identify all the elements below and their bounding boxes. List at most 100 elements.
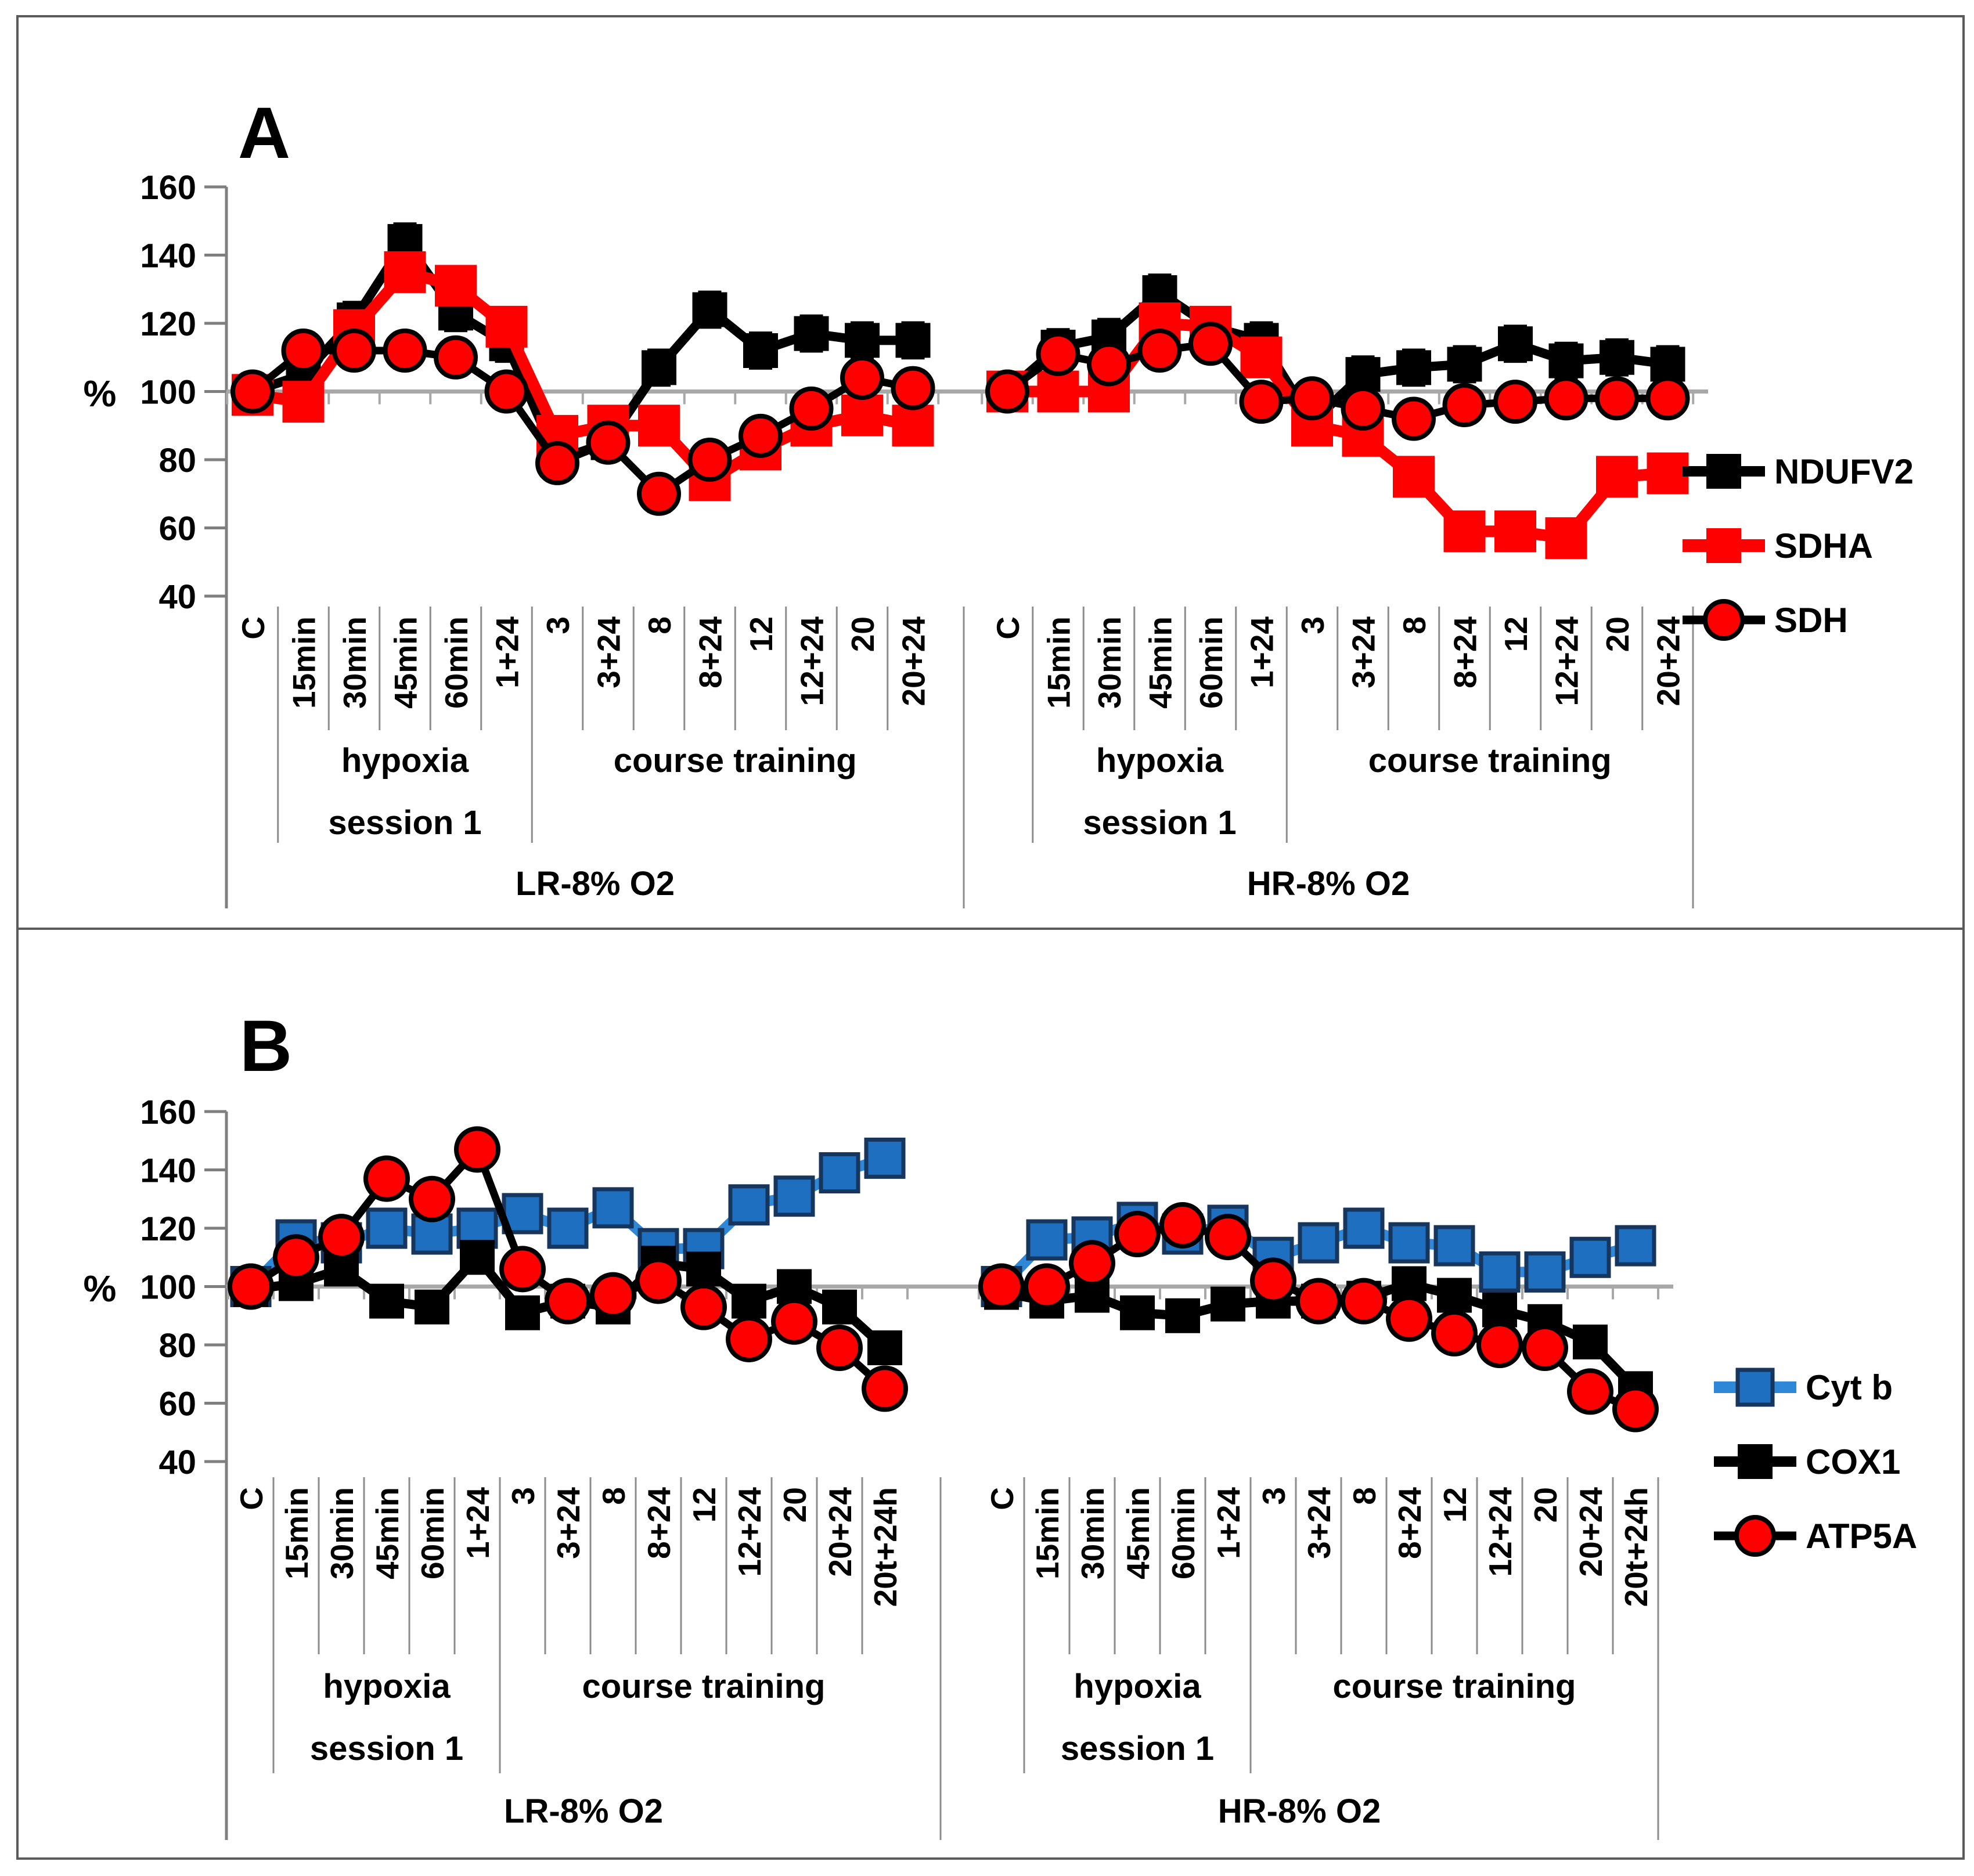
data-point-marker <box>1545 517 1587 560</box>
legend-item-sdh: SDH <box>1683 599 1848 641</box>
data-point-marker <box>1612 1386 1659 1433</box>
x-category-label: 1+24 <box>1211 1487 1247 1559</box>
data-point-marker <box>840 356 884 400</box>
data-point-marker <box>1290 376 1334 421</box>
x-category-label: 8+24 <box>693 616 729 688</box>
data-point-marker <box>1137 329 1182 373</box>
data-point-marker <box>1239 380 1284 424</box>
x-category-label: 12+24 <box>794 616 830 706</box>
x-category-label: 20+24 <box>1573 1487 1609 1577</box>
x-category-label: 20 <box>845 616 881 652</box>
x-category-label: 12+24 <box>1482 1487 1518 1577</box>
data-point-marker <box>1159 1202 1206 1249</box>
data-point-marker <box>505 1295 540 1330</box>
x-category-label: 20+24 <box>1651 616 1687 706</box>
group-hr <box>978 1202 1659 1433</box>
x-category-label: 60min <box>1165 1487 1201 1579</box>
x-category-label: 12 <box>1498 616 1534 652</box>
group-name-label: HR-8% O2 <box>1218 1792 1381 1830</box>
data-point-marker <box>1600 340 1634 375</box>
group-lr <box>230 222 935 516</box>
x-category-label: 45min <box>1120 1487 1156 1579</box>
x-category-label: 3+24 <box>591 616 627 688</box>
group-name-label: LR-8% O2 <box>504 1792 663 1830</box>
data-point-marker <box>1188 322 1233 366</box>
x-category-label: 3+24 <box>1301 1487 1337 1559</box>
y-tick-label: 160 <box>140 1094 196 1131</box>
data-point-marker <box>1343 1207 1385 1249</box>
error-bars-sdha <box>241 253 925 500</box>
data-point-marker <box>1024 1263 1070 1310</box>
x-category-label: 12+24 <box>732 1487 768 1577</box>
data-point-marker <box>1447 347 1482 382</box>
data-point-marker <box>841 394 883 436</box>
legend-marker <box>1734 1515 1776 1557</box>
y-axis-title: % <box>84 1268 117 1309</box>
data-point-marker <box>726 1315 772 1362</box>
x-category-label: 30min <box>337 616 373 709</box>
data-point-marker <box>1036 331 1080 376</box>
series-sdh <box>985 322 1690 441</box>
data-point-marker <box>739 413 783 458</box>
data-point-marker <box>1650 347 1685 382</box>
data-point-marker <box>687 438 732 482</box>
legend-item-cox1: COX1 <box>1714 1442 1900 1481</box>
legend-marker <box>1703 599 1745 641</box>
data-point-marker <box>1393 456 1435 498</box>
x-category-label: C <box>984 1487 1020 1510</box>
data-point-marker <box>454 1126 500 1173</box>
data-point-marker <box>686 1251 721 1287</box>
data-point-marker <box>1524 1251 1566 1293</box>
y-tick-label: 60 <box>159 510 196 548</box>
data-point-marker <box>819 1152 860 1194</box>
x-category-label: 20+24 <box>896 616 932 706</box>
data-point-marker <box>1392 1266 1427 1301</box>
data-point-marker <box>1341 386 1385 431</box>
legend-marker <box>1706 528 1741 563</box>
data-point-marker <box>1433 1225 1475 1267</box>
y-tick-label: 140 <box>140 1152 196 1190</box>
data-point-marker <box>273 1234 319 1281</box>
x-category-label: 8+24 <box>1447 616 1483 688</box>
x-category-label: 3+24 <box>1346 616 1382 688</box>
x-category-label: 20 <box>1528 1487 1564 1523</box>
phase-label: hypoxia <box>341 742 469 780</box>
data-point-marker <box>1493 380 1537 424</box>
series-sdh <box>230 329 935 516</box>
data-point-marker <box>1645 376 1690 421</box>
data-point-marker <box>773 1175 815 1217</box>
data-point-marker <box>1437 1278 1472 1313</box>
data-point-marker <box>789 386 834 431</box>
legend-marker <box>1706 454 1741 489</box>
data-point-marker <box>864 1137 906 1179</box>
y-tick-label: 140 <box>140 237 196 275</box>
phase-label: course training <box>1333 1668 1576 1705</box>
data-point-marker <box>680 1283 727 1330</box>
data-point-marker <box>1341 1278 1387 1325</box>
x-category-label: 15min <box>286 616 322 709</box>
x-category-label: 1+24 <box>1244 616 1280 688</box>
x-category-label: C <box>990 616 1026 640</box>
x-category-label: 45min <box>1143 616 1179 709</box>
panel-a: A 160 140 120 100 80 60 40% C 15min 30min 45min 60mi… <box>16 15 1965 930</box>
data-point-marker <box>978 1263 1025 1310</box>
data-point-marker <box>891 366 935 410</box>
group-lr <box>228 1126 908 1412</box>
data-point-marker <box>383 329 427 373</box>
data-point-marker <box>1211 1286 1245 1322</box>
data-point-marker <box>1026 1219 1068 1261</box>
data-point-marker <box>732 1283 766 1319</box>
phase-label: course training <box>614 742 857 780</box>
data-point-marker <box>1396 350 1431 385</box>
x-category-label: 3+24 <box>550 1487 586 1559</box>
data-point-marker <box>1442 383 1487 427</box>
data-point-marker <box>318 1214 365 1261</box>
series-atp5a <box>228 1126 908 1412</box>
data-point-marker <box>1165 1298 1200 1333</box>
phase-label: session 1 <box>1083 804 1236 842</box>
phase-label: course training <box>1368 742 1612 780</box>
phase-label: session 1 <box>328 804 481 842</box>
